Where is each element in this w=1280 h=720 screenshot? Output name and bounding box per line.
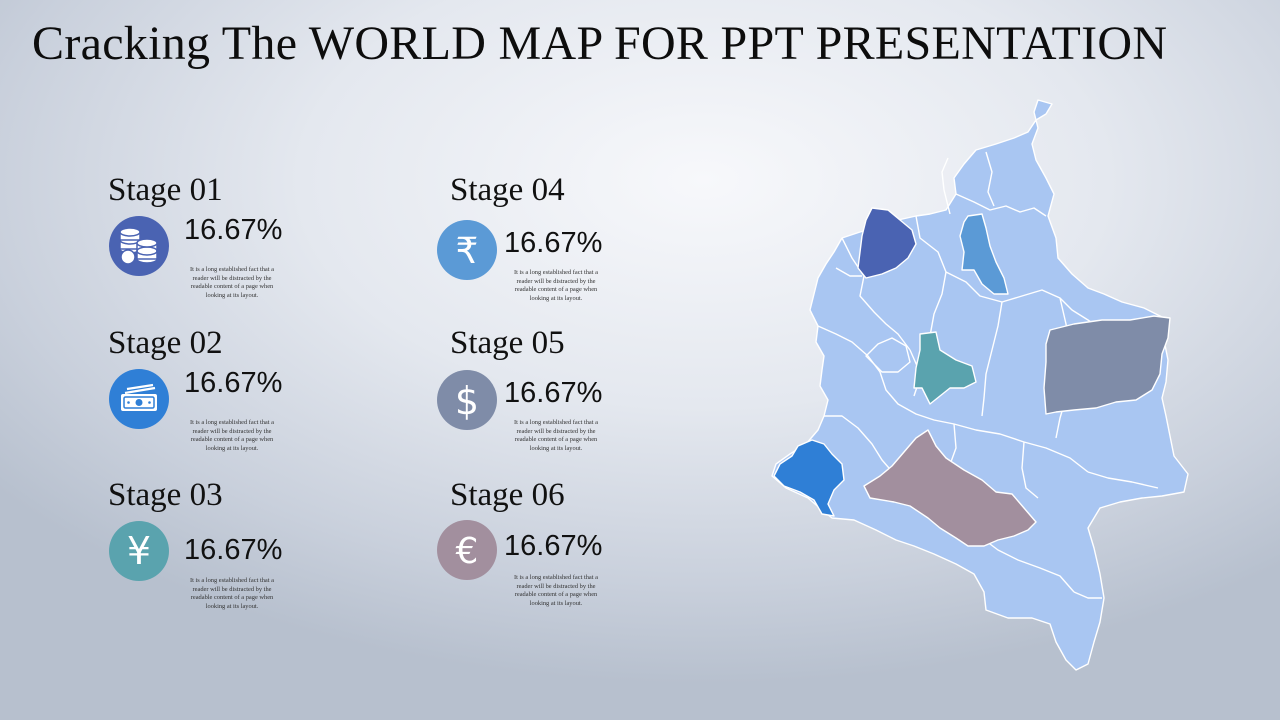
map-region-stage-02: [773, 439, 845, 517]
map-region-stage-01: [857, 207, 917, 279]
stage-title: Stage 06: [450, 477, 565, 513]
stage-value: 16.67%: [504, 227, 603, 259]
stage-card-01: Stage 01 16.67% It is a long established…: [108, 172, 338, 312]
stage-card-02: Stage 02 16.67% It is a long established…: [108, 325, 338, 465]
stage-value: 16.67%: [184, 214, 283, 246]
stage-title: Stage 05: [450, 325, 565, 361]
stage-description: It is a long established fact that a rea…: [514, 419, 598, 452]
stage-value: 16.67%: [504, 530, 603, 562]
stage-title: Stage 02: [108, 325, 223, 361]
svg-text:$: $: [455, 379, 479, 423]
stage-description: It is a long established fact that a rea…: [190, 577, 274, 610]
stage-card-05: Stage 05 $ 16.67% It is a long establish…: [436, 325, 666, 465]
stage-description: It is a long established fact that a rea…: [514, 574, 598, 607]
stage-card-04: Stage 04 ₹ 16.67% It is a long establish…: [436, 172, 666, 312]
stage-description: It is a long established fact that a rea…: [190, 266, 274, 299]
dollar-icon: $: [437, 370, 497, 430]
euro-icon: €: [437, 520, 497, 580]
map-region-stage-04: [959, 213, 1009, 295]
slide-title: Cracking The WORLD MAP FOR PPT PRESENTAT…: [32, 17, 1168, 70]
map-region-stage-05: [1043, 315, 1171, 415]
rupee-icon: ₹: [437, 220, 497, 280]
svg-text:€: €: [456, 531, 479, 572]
yen-icon: ¥: [109, 521, 169, 581]
stage-title: Stage 04: [450, 172, 565, 208]
map-region-stage-06: [863, 429, 1037, 547]
stage-value: 16.67%: [184, 534, 283, 566]
stage-description: It is a long established fact that a rea…: [514, 269, 598, 302]
stage-card-06: Stage 06 € 16.67% It is a long establish…: [436, 477, 666, 617]
map-region-stage-03: [913, 331, 977, 405]
stage-title: Stage 03: [108, 477, 223, 513]
stage-value: 16.67%: [184, 367, 283, 399]
stage-title: Stage 01: [108, 172, 223, 208]
region-map: [771, 99, 1189, 671]
stage-card-03: Stage 03 ¥ 16.67% It is a long establish…: [108, 477, 338, 617]
svg-text:¥: ¥: [127, 529, 151, 573]
banknote-icon: [109, 369, 169, 429]
svg-text:₹: ₹: [456, 231, 479, 272]
stage-description: It is a long established fact that a rea…: [190, 419, 274, 452]
stage-value: 16.67%: [504, 377, 603, 409]
coins-icon: [109, 216, 169, 276]
